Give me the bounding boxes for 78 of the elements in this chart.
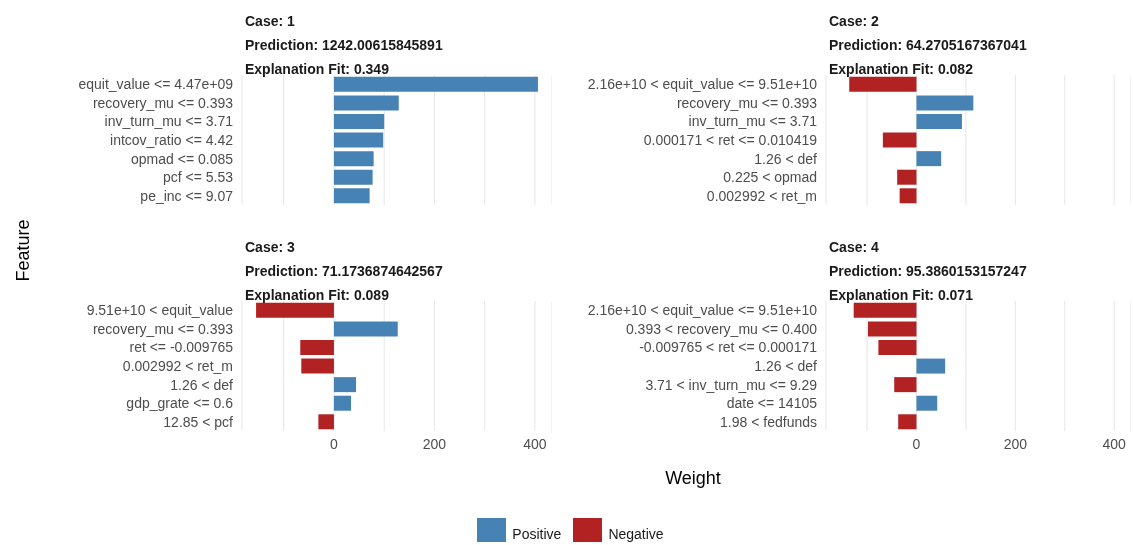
chart-subtitle: Prediction: 71.1736874642567 xyxy=(245,262,443,281)
x-tick-label: 400 xyxy=(523,435,547,452)
bar xyxy=(333,95,399,111)
y-tick-label: pcf <= 5.53 xyxy=(162,169,234,186)
y-tick-label: recovery_mu <= 0.393 xyxy=(92,94,234,111)
y-tick-label: 0.000171 < ret <= 0.010419 xyxy=(643,131,818,148)
chart-title: Case: 2 xyxy=(829,12,880,31)
bar xyxy=(894,377,917,393)
bar xyxy=(333,169,373,185)
y-tick-label: 0.393 < recovery_mu <= 0.400 xyxy=(625,320,818,337)
bar xyxy=(898,414,917,430)
y-tick-label: 0.002992 < ret_m xyxy=(706,187,817,204)
x-tick-label: 200 xyxy=(422,435,447,452)
y-tick-label: 1.98 < fedfunds xyxy=(720,413,817,430)
annotation: Explanation Fit: 0.082 xyxy=(829,60,974,79)
bar xyxy=(333,377,357,393)
y-tick-label: 0.225 < opmad xyxy=(723,169,817,186)
bar xyxy=(333,188,370,204)
chart-title: Case: 4 xyxy=(829,238,880,257)
bar xyxy=(333,395,352,411)
y-tick-label: opmad <= 0.085 xyxy=(131,150,234,167)
legend-label: Negative xyxy=(608,526,664,542)
y-tick-label: recovery_mu <= 0.393 xyxy=(676,94,818,111)
bar xyxy=(878,340,917,355)
annotation: Explanation Fit: 0.089 xyxy=(245,286,390,305)
x-tick-label: 0 xyxy=(330,435,339,452)
bar xyxy=(899,188,917,204)
chart-title: Case: 3 xyxy=(245,238,296,257)
bar xyxy=(333,76,538,92)
y-tick-label: inv_turn_mu <= 3.71 xyxy=(104,113,234,130)
bar xyxy=(300,340,334,355)
bar xyxy=(333,132,384,148)
y-tick-label: 12.85 < pcf xyxy=(163,413,234,430)
y-tick-label: 0.002992 < ret_m xyxy=(122,357,233,374)
bar xyxy=(333,321,398,337)
y-tick-label: ret <= -0.009765 xyxy=(129,339,234,356)
y-tick-label: 1.26 < def xyxy=(754,150,818,167)
bar xyxy=(318,414,334,430)
y-tick-label: recovery_mu <= 0.393 xyxy=(92,320,234,337)
y-tick-label: -0.009765 < ret <= 0.000171 xyxy=(639,339,818,356)
chart-title: Case: 1 xyxy=(245,12,296,31)
chart-subtitle: Prediction: 1242.00615845891 xyxy=(245,36,443,55)
y-tick-label: date <= 14105 xyxy=(726,395,818,412)
bar xyxy=(849,76,917,92)
bar xyxy=(897,169,917,185)
x-axis-title: Weight xyxy=(664,468,722,489)
annotation: Explanation Fit: 0.071 xyxy=(829,286,974,305)
legend-label: Positive xyxy=(512,526,562,542)
y-tick-label: 1.26 < def xyxy=(170,376,234,393)
bar xyxy=(916,114,962,129)
y-tick-label: equit_value <= 4.47e+09 xyxy=(78,76,234,93)
y-tick-label: intcov_ratio <= 4.42 xyxy=(110,131,234,148)
bar xyxy=(882,132,917,148)
bar xyxy=(916,358,946,374)
chart-subtitle: Prediction: 95.3860153157247 xyxy=(829,262,1027,281)
bar xyxy=(916,395,938,411)
bar xyxy=(301,358,334,374)
y-tick-label: 9.51e+10 < equit_value xyxy=(86,302,234,319)
bar xyxy=(868,321,917,337)
chart-subtitle: Prediction: 64.2705167367041 xyxy=(829,36,1027,55)
y-tick-label: 1.26 < def xyxy=(754,357,818,374)
bar xyxy=(853,302,917,318)
annotation: Explanation Fit: 0.349 xyxy=(245,60,390,79)
bar xyxy=(333,151,374,167)
bar xyxy=(916,95,974,111)
y-tick-label: pe_inc <= 9.07 xyxy=(140,187,234,204)
bar xyxy=(333,114,385,129)
y-tick-label: 3.71 < inv_turn_mu <= 9.29 xyxy=(645,376,818,393)
y-tick-label: inv_turn_mu <= 3.71 xyxy=(688,113,818,130)
y-axis-title: Feature xyxy=(12,218,34,284)
x-tick-label: 400 xyxy=(1102,435,1127,452)
x-tick-label: 200 xyxy=(1003,435,1028,452)
y-tick-label: 2.16e+10 < equit_value <= 9.51e+10 xyxy=(587,76,818,93)
bar xyxy=(256,302,334,318)
x-tick-label: 0 xyxy=(912,435,921,452)
bar xyxy=(916,151,942,167)
y-tick-label: gdp_grate <= 0.6 xyxy=(126,395,234,412)
y-tick-label: 2.16e+10 < equit_value <= 9.51e+10 xyxy=(587,302,818,319)
